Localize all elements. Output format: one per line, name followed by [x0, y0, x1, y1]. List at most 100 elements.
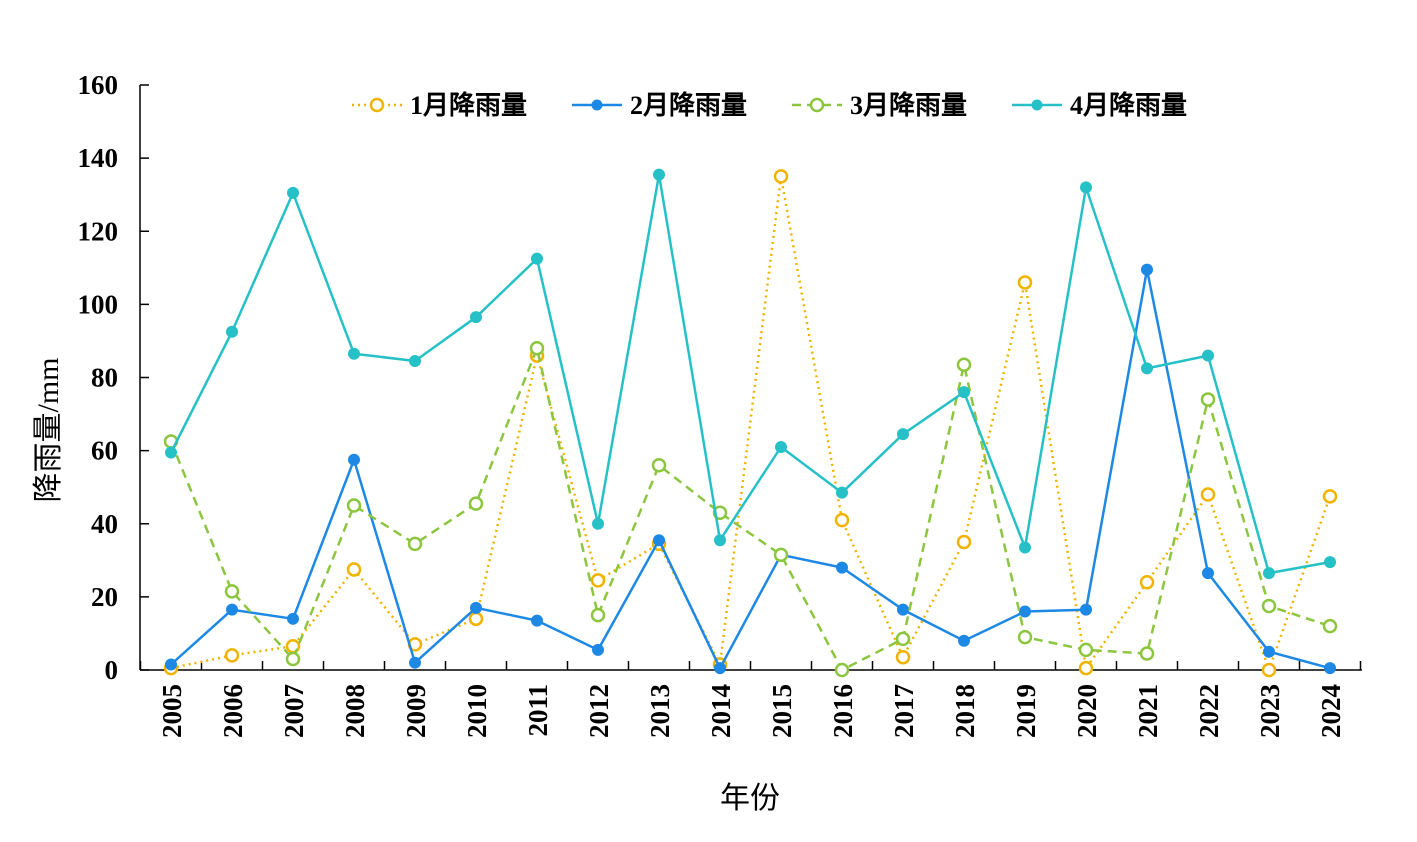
data-point — [409, 656, 421, 669]
data-point — [958, 386, 970, 399]
x-tick-label: 2005 — [157, 684, 187, 738]
data-point — [1261, 662, 1277, 678]
data-point — [346, 562, 362, 577]
x-tick-label: 2008 — [340, 684, 370, 738]
data-point — [348, 453, 360, 466]
data-point — [348, 347, 360, 360]
data-point — [956, 357, 972, 372]
data-point — [897, 428, 909, 441]
data-point — [1078, 660, 1094, 676]
data-point — [1017, 275, 1033, 290]
data-point — [407, 536, 423, 552]
x-axis-title: 年份 — [720, 782, 780, 815]
data-point — [470, 311, 482, 324]
data-point — [1200, 487, 1216, 502]
legend-item-1: 1月降雨量 — [352, 91, 527, 120]
data-point — [714, 662, 726, 675]
data-point — [1324, 662, 1336, 675]
data-point — [1141, 362, 1153, 375]
series-line — [169, 173, 1331, 575]
data-point — [834, 512, 850, 528]
data-point — [1263, 567, 1275, 580]
x-tick-label: 2020 — [1072, 684, 1102, 738]
y-axis-title: 降雨量/mm — [32, 357, 65, 502]
data-point — [470, 601, 482, 614]
x-tick-label: 2015 — [767, 684, 797, 738]
data-point — [592, 643, 604, 656]
x-tick-label: 2017 — [889, 684, 919, 738]
x-tick-label: 2018 — [950, 684, 980, 738]
data-point — [836, 561, 848, 574]
x-tick-label: 2014 — [706, 684, 736, 738]
data-point — [1202, 349, 1214, 362]
data-point — [287, 612, 299, 625]
data-point — [468, 496, 484, 511]
legend-marker — [591, 99, 603, 111]
data-point — [531, 252, 543, 265]
data-point — [836, 486, 848, 499]
series-3 — [163, 341, 1338, 678]
data-point — [287, 186, 299, 199]
x-tick-label: 2012 — [584, 684, 614, 738]
data-point — [529, 341, 545, 356]
legend-item-2: 2月降雨量 — [572, 91, 747, 120]
data-point — [165, 446, 177, 459]
data-point — [651, 458, 667, 473]
legend-marker — [1031, 99, 1043, 111]
y-tick-label: 60 — [91, 436, 118, 466]
x-tick-label: 2022 — [1194, 684, 1224, 738]
data-point — [1078, 642, 1094, 658]
data-point — [958, 634, 970, 647]
data-point — [1017, 629, 1033, 645]
x-tick-label: 2007 — [279, 684, 309, 738]
x-tick-label: 2011 — [523, 684, 553, 737]
data-point — [956, 534, 972, 550]
data-point — [285, 651, 301, 667]
data-point — [895, 649, 911, 665]
x-tick-label: 2021 — [1133, 684, 1163, 738]
x-tick-label: 2024 — [1316, 684, 1346, 738]
data-point — [1139, 575, 1155, 590]
data-point — [1200, 392, 1216, 407]
data-point — [775, 440, 787, 453]
data-point — [773, 547, 789, 563]
data-point — [1322, 618, 1338, 634]
data-point — [226, 603, 238, 616]
data-point — [653, 534, 665, 547]
data-point — [1019, 605, 1031, 618]
data-point — [834, 662, 850, 678]
x-tick-label: 2013 — [645, 684, 675, 738]
legend-item-3: 3月降雨量 — [792, 91, 967, 120]
x-tick-label: 2019 — [1011, 684, 1041, 738]
data-point — [224, 584, 240, 599]
data-point — [346, 498, 362, 513]
x-tick-label: 2010 — [462, 684, 492, 738]
x-tick-label: 2009 — [401, 684, 431, 738]
legend-item-4: 4月降雨量 — [1012, 91, 1187, 120]
data-point — [1080, 603, 1092, 616]
data-point — [226, 325, 238, 338]
legend-label: 4月降雨量 — [1070, 91, 1187, 120]
data-point — [1141, 263, 1153, 276]
legend-label: 1月降雨量 — [410, 91, 527, 120]
series-line — [169, 347, 1331, 672]
data-point — [1202, 567, 1214, 580]
data-point — [1263, 645, 1275, 658]
y-tick-label: 40 — [91, 509, 118, 539]
y-tick-label: 120 — [78, 216, 119, 246]
data-point — [224, 648, 240, 663]
data-point — [714, 534, 726, 547]
legend-label: 3月降雨量 — [850, 91, 967, 120]
data-point — [1019, 541, 1031, 554]
y-tick-label: 80 — [91, 363, 118, 393]
y-tick-label: 100 — [78, 289, 119, 319]
series-2 — [165, 263, 1336, 675]
legend: 1月降雨量 2月降雨量 3月降雨量 4月降雨量 — [352, 91, 1187, 120]
y-tick-label: 140 — [78, 143, 119, 173]
y-tick-label: 0 — [105, 655, 119, 685]
axes: 0 20 40 60 80 100 120 140 160 2005 2006 2007 2008 200… — [78, 70, 1362, 738]
y-tick-label: 160 — [78, 70, 119, 100]
series-line — [170, 175, 1332, 672]
